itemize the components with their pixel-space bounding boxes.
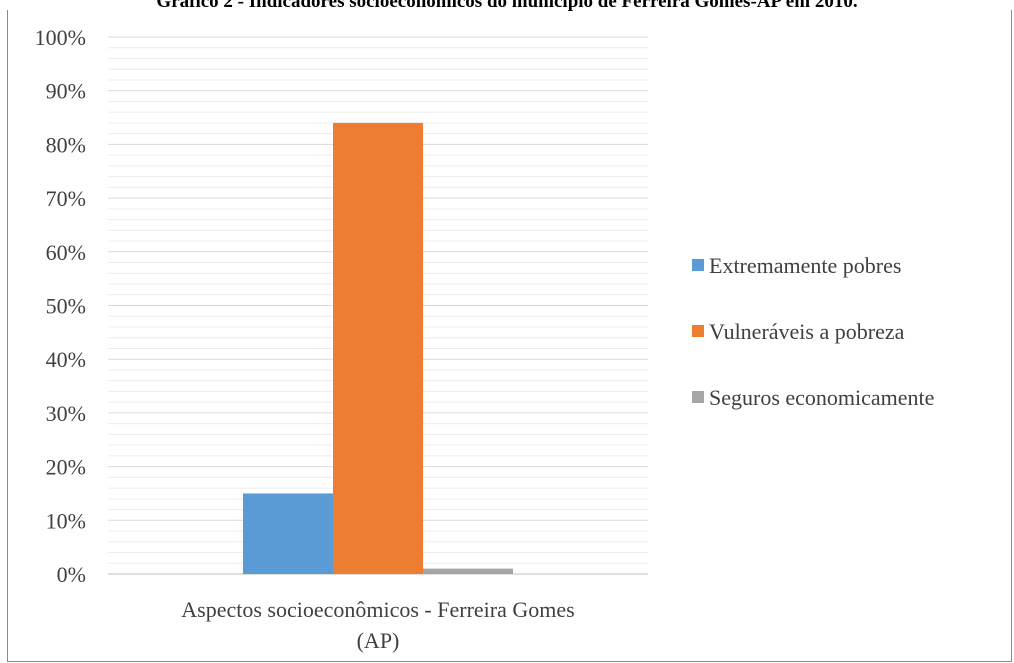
y-tick-label: 60% xyxy=(46,240,86,265)
y-tick-label: 20% xyxy=(46,455,86,480)
legend-label: Seguros economicamente xyxy=(709,385,934,410)
legend-label: Vulneráveis a pobreza xyxy=(709,319,905,344)
legend: Extremamente pobres Vulneráveis a pobreza… xyxy=(692,253,934,410)
y-tick-label: 40% xyxy=(46,347,86,372)
y-tick-label: 70% xyxy=(46,186,86,211)
x-axis: Aspectos socioeconômicos - Ferreira Gome… xyxy=(181,597,574,653)
y-tick-label: 80% xyxy=(46,132,86,157)
y-tick-label: 100% xyxy=(35,25,86,50)
legend-swatch xyxy=(692,391,704,403)
y-tick-label: 0% xyxy=(57,562,86,587)
y-tick-label: 10% xyxy=(46,508,86,533)
x-tick-label: (AP) xyxy=(357,628,400,653)
y-axis-ticks: 0% 10% 20% 30% 40% 50% 60% 70% 80% 90% 100% xyxy=(35,25,86,587)
chart-frame xyxy=(7,10,1012,662)
chart-title: Gráfico 2 - Indicadores socioeconômicos … xyxy=(156,0,858,12)
y-tick-label: 50% xyxy=(46,294,86,319)
bar xyxy=(423,568,513,574)
bars xyxy=(243,122,513,575)
legend-label: Extremamente pobres xyxy=(709,253,901,278)
y-tick-label: 30% xyxy=(46,401,86,426)
legend-swatch xyxy=(692,259,704,271)
bar xyxy=(243,493,333,574)
bar xyxy=(333,122,423,575)
x-tick-label: Aspectos socioeconômicos - Ferreira Gome… xyxy=(181,597,574,622)
legend-swatch xyxy=(692,325,704,337)
y-tick-label: 90% xyxy=(46,79,86,104)
